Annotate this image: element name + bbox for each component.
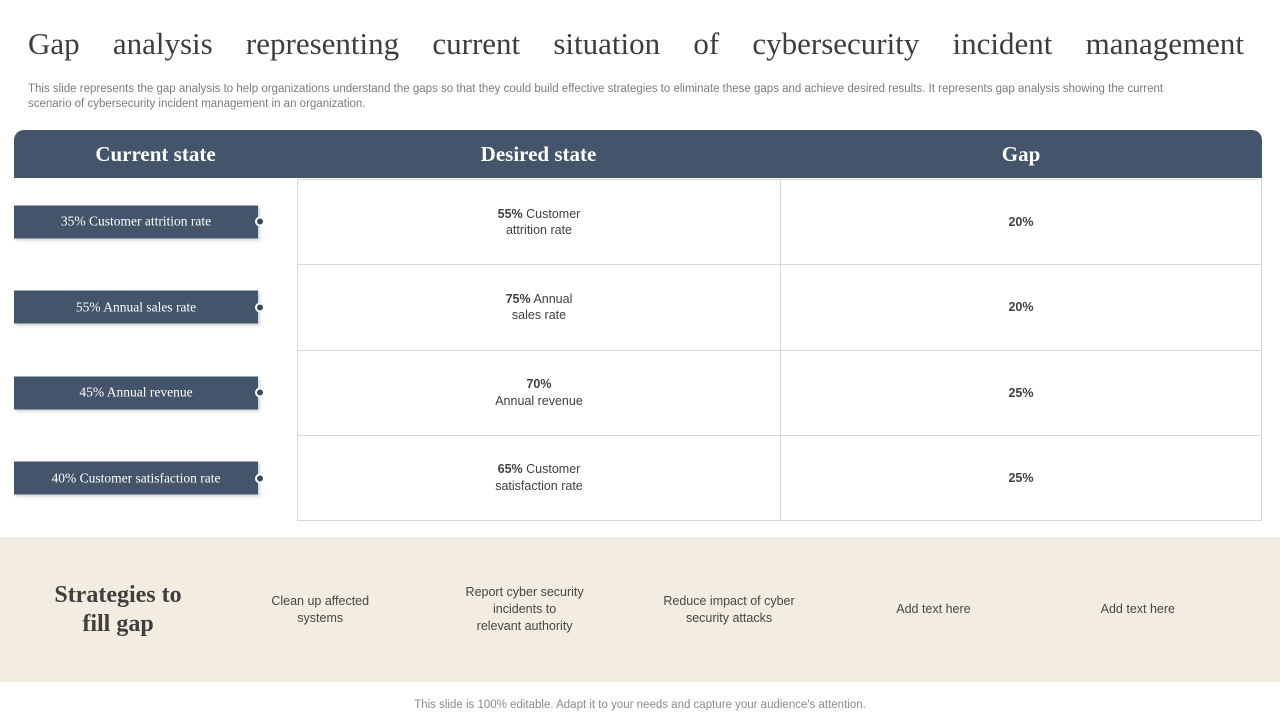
table-row: 55% Annual sales rate bbox=[14, 265, 297, 351]
desired-state-text: 75% Annual sales rate bbox=[505, 291, 573, 323]
editability-note: This slide is 100% editable. Adapt it to… bbox=[414, 699, 866, 711]
strategy-item-placeholder: Add text here bbox=[1100, 602, 1175, 616]
current-state-bar: 45% Annual revenue bbox=[14, 376, 265, 410]
slide-subtitle: This slide represents the gap analysis t… bbox=[28, 83, 1164, 110]
strategy-item: Clean up affected systems bbox=[271, 593, 370, 625]
table-row: 35% Customer attrition rate bbox=[14, 179, 297, 265]
desired-state-text: 65% Customer satisfaction rate bbox=[495, 462, 583, 493]
gap-value: 20% bbox=[1008, 215, 1034, 230]
current-state-label: 55% Annual sales rate bbox=[75, 299, 197, 315]
table-row: 45% Annual revenue bbox=[14, 350, 297, 436]
header-gap: Gap bbox=[1001, 141, 1041, 166]
gap-cell: 25% bbox=[781, 351, 1261, 435]
strategies-items: Clean up affected systems Report cyber s… bbox=[218, 584, 1280, 635]
strategy-item-placeholder: Add text here bbox=[896, 602, 971, 616]
table-row: 70% Annual revenue 25% bbox=[298, 350, 1261, 436]
table-row: 55% Customer attrition rate 20% bbox=[298, 180, 1261, 266]
desired-state-cell: 55% Customer attrition rate bbox=[298, 180, 781, 265]
table-header: Current state Desired state Gap bbox=[14, 130, 1262, 178]
desired-state-cell: 75% Annual sales rate bbox=[298, 265, 781, 350]
current-state-bar: 55% Annual sales rate bbox=[14, 290, 265, 324]
gap-cell: 25% bbox=[781, 436, 1261, 520]
desired-state-cell: 65% Customer satisfaction rate bbox=[298, 435, 781, 520]
bar-endpoint-dot bbox=[255, 387, 265, 398]
gap-cell: 20% bbox=[781, 180, 1261, 264]
desired-state-cell: 70% Annual revenue bbox=[298, 350, 781, 435]
gap-value: 25% bbox=[1008, 385, 1034, 400]
gap-cell: 20% bbox=[781, 265, 1261, 349]
current-state-bar: 35% Customer attrition rate bbox=[14, 205, 265, 239]
current-state-label: 40% Customer satisfaction rate bbox=[51, 470, 221, 486]
desired-state-text: 55% Customer attrition rate bbox=[497, 206, 581, 238]
strategy-item: Reduce impact of cyber security attacks bbox=[663, 593, 795, 625]
table-row: 40% Customer satisfaction rate bbox=[14, 436, 297, 522]
current-state-label: 35% Customer attrition rate bbox=[60, 213, 212, 229]
bar-endpoint-dot bbox=[255, 473, 265, 484]
table-body: 55% Customer attrition rate 20% 75% Annu… bbox=[297, 179, 1262, 521]
current-state-bar: 40% Customer satisfaction rate bbox=[14, 461, 265, 495]
current-state-label: 45% Annual revenue bbox=[79, 384, 193, 400]
header-desired-state: Desired state bbox=[480, 141, 597, 166]
bar-endpoint-dot bbox=[255, 302, 265, 313]
current-state-column: 35% Customer attrition rate 55% Annual s… bbox=[14, 179, 297, 521]
strategy-item: Report cyber security incidents to relev… bbox=[465, 585, 584, 633]
bar-endpoint-dot bbox=[255, 216, 265, 227]
table-row: 75% Annual sales rate 20% bbox=[298, 265, 1261, 351]
strategies-strip: Strategies to fill gap Clean up affected… bbox=[0, 537, 1280, 682]
gap-value: 25% bbox=[1008, 470, 1034, 485]
table-row: 65% Customer satisfaction rate 25% bbox=[298, 435, 1261, 520]
desired-state-text: 70% Annual revenue bbox=[495, 377, 583, 408]
gap-value: 20% bbox=[1008, 300, 1034, 315]
strategies-heading: Strategies to fill gap bbox=[54, 581, 182, 637]
slide-title: Gap analysis representing current situat… bbox=[28, 26, 1244, 61]
header-current-state: Current state bbox=[95, 141, 216, 166]
